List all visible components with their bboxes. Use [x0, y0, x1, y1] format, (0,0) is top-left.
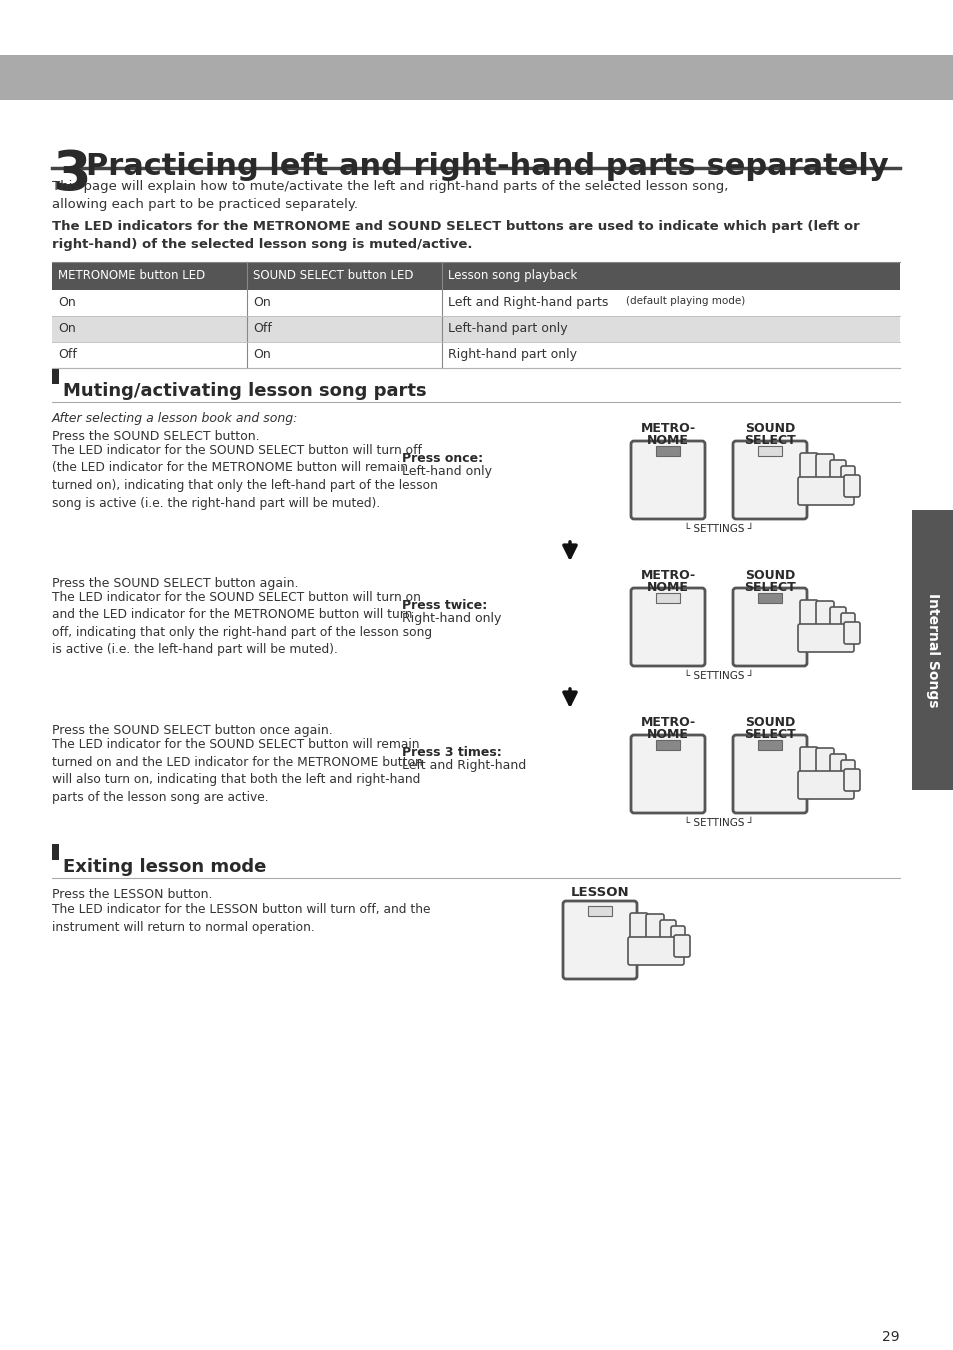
Text: Off: Off [253, 323, 272, 335]
Bar [52, 316, 899, 342]
FancyBboxPatch shape [797, 477, 853, 505]
Text: NOME: NOME [646, 728, 688, 741]
Text: NOME: NOME [646, 433, 688, 447]
Bar [758, 593, 781, 603]
Text: SELECT: SELECT [743, 728, 795, 741]
Text: Right-hand only: Right-hand only [401, 612, 501, 625]
Text: Left-hand only: Left-hand only [401, 464, 492, 478]
Bar [587, 906, 612, 917]
Text: SOUND: SOUND [744, 423, 794, 435]
Text: The LED indicator for the SOUND SELECT button will remain
turned on and the LED : The LED indicator for the SOUND SELECT b… [52, 738, 422, 803]
FancyBboxPatch shape [829, 755, 845, 778]
FancyBboxPatch shape [841, 760, 854, 780]
Text: Press the LESSON button.: Press the LESSON button. [52, 888, 213, 900]
Text: On: On [58, 323, 75, 335]
Text: Internal Songs: Internal Songs [925, 593, 939, 707]
Text: Right-hand part only: Right-hand part only [448, 348, 577, 360]
Text: The LED indicators for the METRONOME and SOUND SELECT buttons are used to indica: The LED indicators for the METRONOME and… [52, 220, 859, 251]
Text: After selecting a lesson book and song:: After selecting a lesson book and song: [52, 412, 298, 425]
Bar [656, 593, 679, 603]
FancyBboxPatch shape [645, 914, 663, 942]
Text: The LED indicator for the SOUND SELECT button will turn off
(the LED indicator f: The LED indicator for the SOUND SELECT b… [52, 444, 437, 509]
FancyBboxPatch shape [630, 441, 704, 518]
FancyBboxPatch shape [841, 613, 854, 633]
FancyBboxPatch shape [629, 913, 647, 945]
Text: METRO-: METRO- [639, 716, 695, 729]
FancyBboxPatch shape [797, 771, 853, 799]
Text: (default playing mode): (default playing mode) [625, 296, 744, 306]
Bar [52, 369, 59, 383]
Text: Left and Right-hand: Left and Right-hand [401, 759, 526, 772]
Text: SELECT: SELECT [743, 580, 795, 594]
FancyBboxPatch shape [627, 937, 683, 965]
Bar [52, 290, 899, 316]
FancyBboxPatch shape [815, 748, 833, 776]
Text: └ SETTINGS ┘: └ SETTINGS ┘ [683, 524, 753, 535]
Text: This page will explain how to mute/activate the left and right-hand parts of the: This page will explain how to mute/activ… [52, 180, 727, 211]
Bar [911, 510, 953, 790]
FancyBboxPatch shape [630, 589, 704, 666]
FancyBboxPatch shape [673, 936, 689, 957]
Text: Press once:: Press once: [401, 452, 482, 464]
FancyBboxPatch shape [843, 622, 859, 644]
Text: SOUND: SOUND [744, 568, 794, 582]
Text: └ SETTINGS ┘: └ SETTINGS ┘ [683, 818, 753, 828]
Bar [656, 446, 679, 456]
Text: Off: Off [58, 348, 77, 360]
Text: Left-hand part only: Left-hand part only [448, 323, 567, 335]
FancyBboxPatch shape [841, 466, 854, 486]
Text: Left and Right-hand parts: Left and Right-hand parts [448, 296, 612, 309]
FancyBboxPatch shape [732, 441, 806, 518]
Text: On: On [253, 348, 271, 360]
Text: METRO-: METRO- [639, 423, 695, 435]
Text: SOUND: SOUND [744, 716, 794, 729]
Text: Exiting lesson mode: Exiting lesson mode [63, 859, 266, 876]
FancyBboxPatch shape [630, 734, 704, 813]
FancyBboxPatch shape [670, 926, 684, 946]
Text: Press the SOUND SELECT button once again.: Press the SOUND SELECT button once again… [52, 724, 333, 737]
Text: METRONOME button LED: METRONOME button LED [58, 269, 205, 282]
FancyBboxPatch shape [797, 624, 853, 652]
Text: On: On [253, 296, 271, 309]
Text: 3: 3 [52, 148, 91, 202]
Text: 29: 29 [882, 1330, 899, 1345]
Text: Press 3 times:: Press 3 times: [401, 747, 501, 759]
FancyBboxPatch shape [732, 734, 806, 813]
Text: NOME: NOME [646, 580, 688, 594]
Text: SOUND SELECT button LED: SOUND SELECT button LED [253, 269, 413, 282]
FancyBboxPatch shape [800, 747, 817, 779]
Text: LESSON: LESSON [570, 886, 629, 899]
Bar [758, 446, 781, 456]
Bar [758, 740, 781, 751]
FancyBboxPatch shape [829, 608, 845, 630]
Text: On: On [58, 296, 75, 309]
Text: The LED indicator for the SOUND SELECT button will turn on
and the LED indicator: The LED indicator for the SOUND SELECT b… [52, 591, 432, 656]
Text: Press twice:: Press twice: [401, 599, 487, 612]
FancyBboxPatch shape [800, 454, 817, 485]
Text: Press the SOUND SELECT button again.: Press the SOUND SELECT button again. [52, 576, 298, 590]
Text: Muting/activating lesson song parts: Muting/activating lesson song parts [63, 382, 426, 400]
FancyBboxPatch shape [800, 599, 817, 632]
FancyBboxPatch shape [815, 601, 833, 629]
Text: Press the SOUND SELECT button.: Press the SOUND SELECT button. [52, 431, 259, 443]
FancyBboxPatch shape [843, 769, 859, 791]
FancyBboxPatch shape [562, 900, 637, 979]
FancyBboxPatch shape [843, 475, 859, 497]
Text: METRO-: METRO- [639, 568, 695, 582]
Text: SELECT: SELECT [743, 433, 795, 447]
FancyBboxPatch shape [815, 454, 833, 482]
Text: Lesson song playback: Lesson song playback [448, 269, 577, 282]
Text: └ SETTINGS ┘: └ SETTINGS ┘ [683, 671, 753, 680]
Bar [52, 844, 59, 860]
FancyBboxPatch shape [659, 919, 676, 944]
Text: Practicing left and right-hand parts separately: Practicing left and right-hand parts sep… [86, 153, 888, 181]
Bar [52, 262, 899, 290]
FancyBboxPatch shape [732, 589, 806, 666]
Bar [52, 342, 899, 369]
Bar [0, 55, 953, 100]
FancyBboxPatch shape [829, 460, 845, 485]
Text: The LED indicator for the LESSON button will turn off, and the
instrument will r: The LED indicator for the LESSON button … [52, 903, 430, 933]
Bar [656, 740, 679, 751]
